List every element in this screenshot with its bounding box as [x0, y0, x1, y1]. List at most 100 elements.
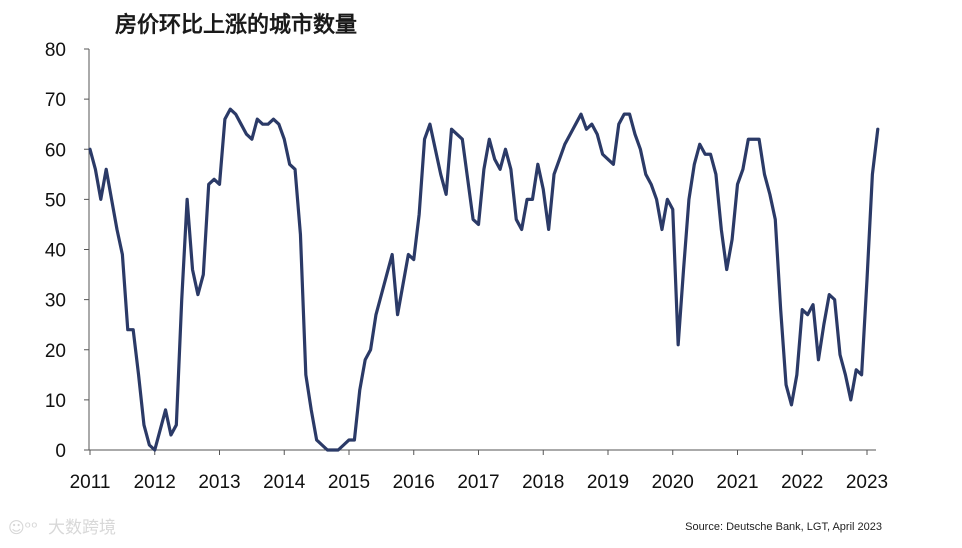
data-point — [208, 183, 210, 185]
data-point — [472, 218, 474, 220]
data-point — [704, 153, 706, 155]
data-point — [326, 449, 328, 451]
data-point — [634, 133, 636, 135]
data-point — [877, 128, 879, 130]
x-tick-label: 2023 — [846, 472, 888, 493]
data-point — [666, 198, 668, 200]
data-point — [623, 113, 625, 115]
data-point — [601, 153, 603, 155]
data-point — [499, 168, 501, 170]
data-point — [747, 138, 749, 140]
data-point — [143, 424, 145, 426]
data-point — [278, 123, 280, 125]
data-point — [164, 409, 166, 411]
data-point — [407, 253, 409, 255]
data-point — [661, 228, 663, 230]
data-point — [288, 163, 290, 165]
y-tick-label: 60 — [45, 140, 66, 161]
data-point — [234, 113, 236, 115]
data-point — [251, 138, 253, 140]
data-point — [256, 118, 258, 120]
data-point — [537, 163, 539, 165]
data-point — [828, 293, 830, 295]
data-point — [645, 173, 647, 175]
data-point — [801, 308, 803, 310]
data-point — [213, 178, 215, 180]
data-point — [186, 198, 188, 200]
data-point — [672, 208, 674, 210]
data-point — [445, 193, 447, 195]
data-point — [348, 439, 350, 441]
source-note: Source: Deutsche Bank, LGT, April 2023 — [685, 521, 882, 533]
data-point — [440, 173, 442, 175]
data-point — [100, 198, 102, 200]
y-tick-label: 20 — [45, 341, 66, 362]
data-point — [181, 298, 183, 300]
data-point — [283, 138, 285, 140]
x-tick-label: 2019 — [587, 472, 629, 493]
data-point — [752, 138, 754, 140]
data-point — [105, 168, 107, 170]
data-point — [477, 223, 479, 225]
data-point — [191, 268, 193, 270]
data-point — [736, 183, 738, 185]
data-point — [650, 183, 652, 185]
data-point — [310, 409, 312, 411]
data-point — [553, 173, 555, 175]
data-point — [628, 113, 630, 115]
y-tick-label: 0 — [55, 441, 66, 462]
data-point — [229, 108, 231, 110]
x-tick-label: 2011 — [70, 472, 111, 493]
x-tick-label: 2018 — [522, 472, 564, 493]
data-point — [688, 198, 690, 200]
data-point — [855, 369, 857, 371]
data-point — [337, 449, 339, 451]
data-point — [121, 253, 123, 255]
data-point — [726, 268, 728, 270]
data-point — [127, 329, 129, 331]
y-tick-label: 80 — [45, 40, 66, 61]
data-point — [564, 143, 566, 145]
data-point — [159, 429, 161, 431]
data-point — [148, 444, 150, 446]
data-point — [305, 374, 307, 376]
data-point — [429, 123, 431, 125]
y-tick-label: 40 — [45, 241, 66, 262]
data-point — [504, 148, 506, 150]
data-point — [812, 303, 814, 305]
data-point — [272, 118, 274, 120]
data-point — [742, 168, 744, 170]
data-point — [224, 118, 226, 120]
data-point — [364, 359, 366, 361]
watermark: ☺ᵒᵒ 大数跨境 — [8, 518, 116, 538]
x-tick-label: 2012 — [134, 472, 176, 493]
data-point — [850, 399, 852, 401]
x-tick-label: 2017 — [457, 472, 499, 493]
series-line — [88, 107, 880, 452]
data-point — [380, 293, 382, 295]
data-point — [655, 198, 657, 200]
data-point — [547, 228, 549, 230]
data-point — [823, 323, 825, 325]
data-point — [89, 148, 91, 150]
data-point — [396, 313, 398, 315]
data-point — [871, 173, 873, 175]
data-point — [202, 273, 204, 275]
data-point — [833, 298, 835, 300]
data-point — [779, 308, 781, 310]
x-tick-label: 2013 — [198, 472, 240, 493]
data-point — [844, 374, 846, 376]
data-point — [607, 158, 609, 160]
data-point — [790, 404, 792, 406]
y-tick-label: 70 — [45, 90, 66, 111]
data-point — [175, 424, 177, 426]
data-point — [359, 389, 361, 391]
x-tick-label: 2022 — [781, 472, 823, 493]
data-point — [267, 123, 269, 125]
series-layer — [88, 107, 880, 452]
data-point — [110, 198, 112, 200]
data-point — [769, 193, 771, 195]
x-axis: 2011 2012 2013 2014 2015 2016 2017 2018 2019 2020… — [70, 449, 888, 493]
data-point — [240, 123, 242, 125]
